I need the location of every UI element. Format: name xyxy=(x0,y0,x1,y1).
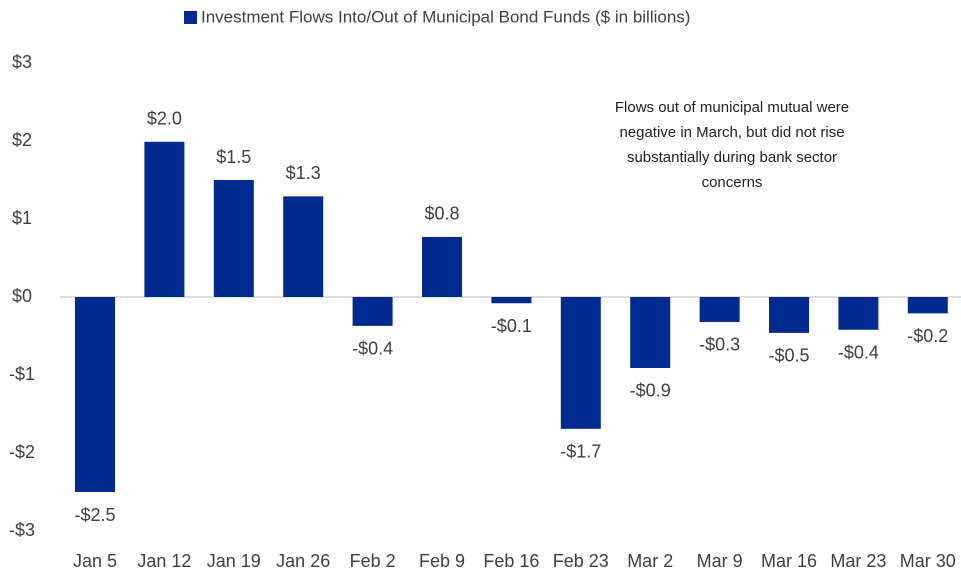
bar xyxy=(422,236,462,297)
x-tick-label: Jan 19 xyxy=(207,551,261,571)
bar xyxy=(907,297,948,314)
value-label: -$0.4 xyxy=(838,343,879,363)
x-tick-label: Feb 16 xyxy=(483,551,539,571)
annotation: substantially during bank sector xyxy=(627,149,837,166)
value-label: -$0.3 xyxy=(699,335,740,355)
value-label: $2.0 xyxy=(147,109,182,129)
x-tick-label: Mar 23 xyxy=(830,551,886,571)
value-label: -$0.5 xyxy=(768,346,809,366)
x-tick-label: Mar 9 xyxy=(697,551,743,571)
value-label: $0.8 xyxy=(424,204,459,224)
legend-label: Investment Flows Into/Out of Municipal B… xyxy=(201,7,690,26)
x-tick-label: Mar 30 xyxy=(900,551,956,571)
bar xyxy=(491,297,532,304)
annotation: concerns xyxy=(702,174,763,191)
x-tick-label: Feb 9 xyxy=(419,551,465,571)
bar xyxy=(838,297,879,330)
value-label: $1.5 xyxy=(216,147,251,167)
bar xyxy=(560,297,601,429)
value-label: -$2.5 xyxy=(74,505,115,525)
value-label: -$0.9 xyxy=(630,381,671,401)
bar xyxy=(213,180,254,297)
x-tick-label: Jan 26 xyxy=(276,551,330,571)
y-tick-label: -$1 xyxy=(9,364,35,384)
bar xyxy=(352,297,393,326)
y-tick-label: $1 xyxy=(12,208,32,228)
x-tick-label: Jan 5 xyxy=(73,551,117,571)
y-tick-label: $2 xyxy=(12,130,32,150)
value-label: -$0.2 xyxy=(907,326,948,346)
x-tick-label: Mar 2 xyxy=(627,551,673,571)
legend-swatch xyxy=(184,11,197,24)
annotation: negative in March, but did not rise xyxy=(619,124,844,141)
x-tick-label: Feb 23 xyxy=(553,551,609,571)
bar xyxy=(144,141,185,297)
bar xyxy=(630,297,671,368)
value-label: -$0.1 xyxy=(491,316,532,336)
bar xyxy=(769,297,809,333)
bar xyxy=(75,297,115,492)
y-tick-label: $3 xyxy=(12,52,32,72)
value-label: $1.3 xyxy=(286,163,321,183)
y-tick-label: -$3 xyxy=(9,520,35,540)
value-label: -$1.7 xyxy=(560,442,601,462)
x-tick-label: Jan 12 xyxy=(137,551,191,571)
value-label: -$0.4 xyxy=(352,339,393,359)
bar xyxy=(699,297,740,322)
x-tick-label: Mar 16 xyxy=(761,551,817,571)
bar xyxy=(283,196,324,297)
y-tick-label: $0 xyxy=(12,286,32,306)
x-tick-label: Feb 2 xyxy=(350,551,396,571)
y-tick-label: -$2 xyxy=(9,442,35,462)
annotation: Flows out of municipal mutual were xyxy=(615,99,849,116)
